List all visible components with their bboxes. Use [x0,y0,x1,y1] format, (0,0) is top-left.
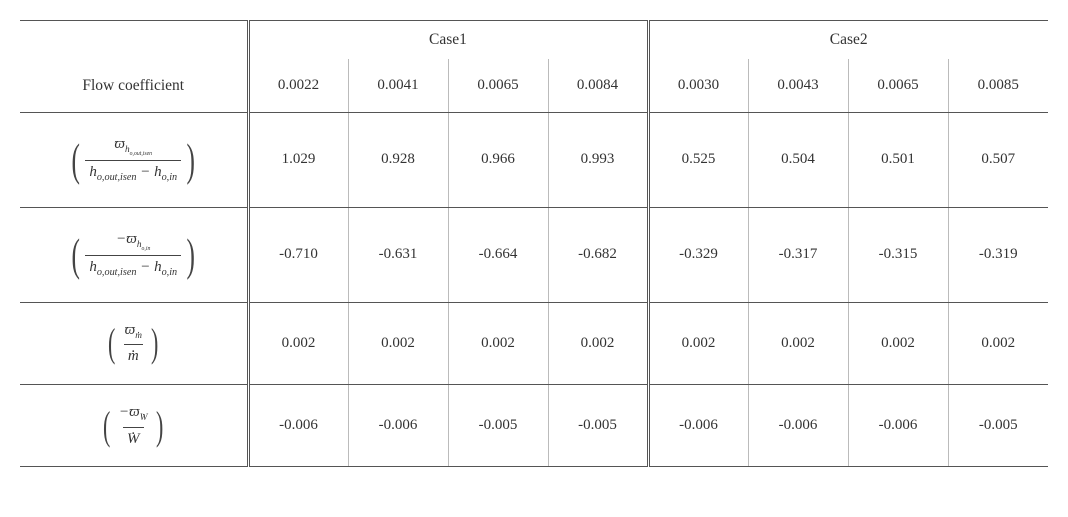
cell: -0.682 [548,207,648,302]
cell: 0.002 [748,302,848,384]
case1-header: Case1 [248,21,648,60]
row1-label: ( ϖho,out,isen ho,out,isen − ho,in ) [20,113,248,208]
cell: -0.005 [948,384,1048,466]
flow-val: 0.0065 [848,59,948,113]
cell: -0.006 [648,384,748,466]
data-row-4: ( −ϖW W ) -0.006 -0.006 -0.005 -0.005 -0… [20,384,1048,466]
cell: -0.710 [248,207,348,302]
cell: 0.928 [348,113,448,208]
row2-label: ( −ϖho,in ho,out,isen − ho,in ) [20,207,248,302]
cell: -0.006 [748,384,848,466]
cell: 0.002 [948,302,1048,384]
cell: 0.504 [748,113,848,208]
cell: 0.993 [548,113,648,208]
cell: -0.006 [248,384,348,466]
table: Case1 Case2 Flow coefficient 0.0022 0.00… [20,20,1048,467]
cell: 0.966 [448,113,548,208]
cell: 0.002 [548,302,648,384]
lparen-icon: ( [71,232,79,278]
cell: 1.029 [248,113,348,208]
row3-label: ( ϖm m ) [20,302,248,384]
row4-label: ( −ϖW W ) [20,384,248,466]
cell: 0.002 [348,302,448,384]
rparen-icon: ) [156,406,163,446]
cell: -0.005 [548,384,648,466]
flow-val: 0.0030 [648,59,748,113]
cell: -0.006 [348,384,448,466]
flow-val: 0.0065 [448,59,548,113]
cell: -0.329 [648,207,748,302]
cell: 0.501 [848,113,948,208]
flow-coeff-label: Flow coefficient [20,59,248,113]
cell: 0.002 [848,302,948,384]
cell: -0.006 [848,384,948,466]
data-row-2: ( −ϖho,in ho,out,isen − ho,in ) -0.710 -… [20,207,1048,302]
cell: 0.002 [448,302,548,384]
cell: -0.005 [448,384,548,466]
flow-coeff-row: Flow coefficient 0.0022 0.0041 0.0065 0.… [20,59,1048,113]
rparen-icon: ) [187,232,195,278]
lparen-icon: ( [103,406,110,446]
cell: 0.002 [648,302,748,384]
flow-val: 0.0043 [748,59,848,113]
flow-val: 0.0022 [248,59,348,113]
data-row-3: ( ϖm m ) 0.002 0.002 0.002 0.002 0.002 0… [20,302,1048,384]
flow-val: 0.0084 [548,59,648,113]
cell: 0.002 [248,302,348,384]
blank-header [20,21,248,60]
cell: -0.319 [948,207,1048,302]
uncertainty-table: Case1 Case2 Flow coefficient 0.0022 0.00… [20,20,1048,467]
rparen-icon: ) [187,137,195,183]
lparen-icon: ( [108,323,115,363]
header-row-cases: Case1 Case2 [20,21,1048,60]
data-row-1: ( ϖho,out,isen ho,out,isen − ho,in ) 1.0… [20,113,1048,208]
cell: -0.631 [348,207,448,302]
cell: -0.317 [748,207,848,302]
case2-header: Case2 [648,21,1048,60]
cell: 0.525 [648,113,748,208]
flow-val: 0.0041 [348,59,448,113]
flow-val: 0.0085 [948,59,1048,113]
cell: 0.507 [948,113,1048,208]
lparen-icon: ( [71,137,79,183]
cell: -0.315 [848,207,948,302]
cell: -0.664 [448,207,548,302]
rparen-icon: ) [151,323,158,363]
